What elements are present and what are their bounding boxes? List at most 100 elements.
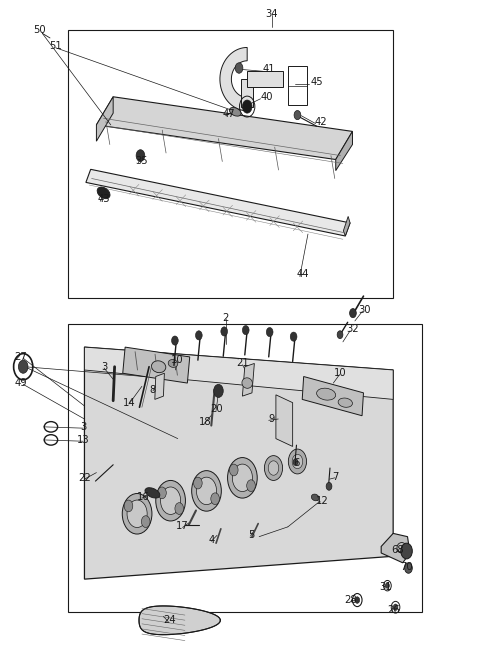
- Bar: [68, 30, 393, 298]
- Circle shape: [355, 597, 360, 603]
- Polygon shape: [96, 97, 352, 160]
- Ellipse shape: [145, 488, 160, 498]
- Circle shape: [221, 327, 228, 336]
- Text: 18: 18: [199, 417, 211, 426]
- Polygon shape: [241, 79, 253, 107]
- Polygon shape: [155, 373, 164, 400]
- Ellipse shape: [242, 378, 252, 388]
- Text: 51: 51: [49, 41, 62, 52]
- Polygon shape: [276, 395, 293, 447]
- Text: 45: 45: [310, 77, 323, 87]
- Circle shape: [195, 331, 202, 340]
- Circle shape: [18, 360, 28, 373]
- Polygon shape: [242, 364, 254, 396]
- Ellipse shape: [122, 493, 152, 534]
- Ellipse shape: [292, 455, 303, 469]
- Text: 7: 7: [333, 472, 339, 481]
- Text: 13: 13: [77, 435, 89, 445]
- Text: 49: 49: [14, 378, 27, 388]
- Text: 14: 14: [123, 398, 135, 407]
- Circle shape: [405, 563, 412, 573]
- Circle shape: [214, 384, 223, 398]
- Text: 43: 43: [97, 195, 110, 204]
- Circle shape: [266, 328, 273, 337]
- Circle shape: [294, 111, 301, 120]
- Ellipse shape: [168, 360, 178, 367]
- Polygon shape: [381, 533, 410, 563]
- Text: 28: 28: [344, 595, 356, 605]
- Circle shape: [235, 63, 243, 73]
- Ellipse shape: [268, 461, 279, 476]
- Polygon shape: [86, 170, 350, 236]
- Circle shape: [349, 309, 356, 318]
- Text: 31: 31: [379, 582, 392, 592]
- Ellipse shape: [156, 481, 185, 521]
- Ellipse shape: [193, 477, 202, 489]
- Circle shape: [393, 604, 398, 610]
- Circle shape: [242, 100, 252, 113]
- Ellipse shape: [338, 398, 352, 407]
- Ellipse shape: [288, 449, 307, 474]
- Ellipse shape: [127, 500, 147, 527]
- Polygon shape: [302, 377, 363, 416]
- Text: 2: 2: [222, 312, 229, 323]
- Circle shape: [401, 543, 412, 559]
- Ellipse shape: [312, 494, 319, 501]
- Text: 20: 20: [211, 404, 223, 414]
- Text: 3: 3: [80, 422, 86, 432]
- Text: 8: 8: [150, 384, 156, 394]
- Ellipse shape: [232, 464, 252, 491]
- Text: 12: 12: [316, 496, 329, 506]
- Text: 32: 32: [346, 324, 359, 335]
- Circle shape: [337, 331, 343, 339]
- Ellipse shape: [228, 458, 257, 498]
- Text: 42: 42: [315, 117, 328, 126]
- Text: 27: 27: [14, 352, 27, 362]
- Circle shape: [290, 332, 297, 341]
- Circle shape: [171, 336, 178, 345]
- Text: 9: 9: [268, 414, 274, 424]
- Text: 5: 5: [248, 530, 255, 540]
- Polygon shape: [336, 132, 352, 171]
- Text: 47: 47: [222, 109, 235, 119]
- Text: 41: 41: [263, 64, 275, 74]
- Ellipse shape: [211, 493, 219, 504]
- Text: 21: 21: [236, 358, 249, 369]
- Text: 4: 4: [208, 535, 215, 545]
- Ellipse shape: [264, 456, 283, 481]
- Ellipse shape: [157, 487, 166, 498]
- Text: 10: 10: [170, 355, 183, 365]
- Text: 6: 6: [293, 458, 300, 468]
- Text: 40: 40: [260, 92, 273, 102]
- Circle shape: [242, 326, 249, 335]
- Ellipse shape: [124, 500, 133, 512]
- Polygon shape: [247, 71, 283, 87]
- Polygon shape: [84, 347, 393, 579]
- Bar: [68, 324, 422, 612]
- Circle shape: [326, 482, 332, 490]
- Polygon shape: [84, 347, 393, 400]
- Circle shape: [385, 583, 389, 588]
- Polygon shape: [139, 606, 220, 635]
- Text: 3: 3: [101, 362, 107, 372]
- Text: 30: 30: [358, 305, 371, 315]
- Text: 35: 35: [135, 156, 148, 166]
- Text: 70: 70: [400, 563, 413, 572]
- Ellipse shape: [196, 477, 216, 504]
- Text: 22: 22: [78, 473, 91, 483]
- Text: 50: 50: [34, 25, 46, 35]
- Text: 44: 44: [297, 269, 310, 279]
- Text: 17: 17: [176, 521, 189, 531]
- Ellipse shape: [97, 187, 110, 198]
- Polygon shape: [220, 47, 247, 111]
- Ellipse shape: [175, 502, 183, 514]
- Polygon shape: [123, 347, 190, 383]
- Ellipse shape: [247, 480, 255, 491]
- Ellipse shape: [160, 487, 180, 514]
- Ellipse shape: [229, 464, 238, 476]
- Ellipse shape: [152, 361, 166, 373]
- Polygon shape: [96, 97, 113, 141]
- Text: 24: 24: [163, 615, 176, 626]
- Ellipse shape: [229, 107, 241, 116]
- Circle shape: [136, 150, 145, 162]
